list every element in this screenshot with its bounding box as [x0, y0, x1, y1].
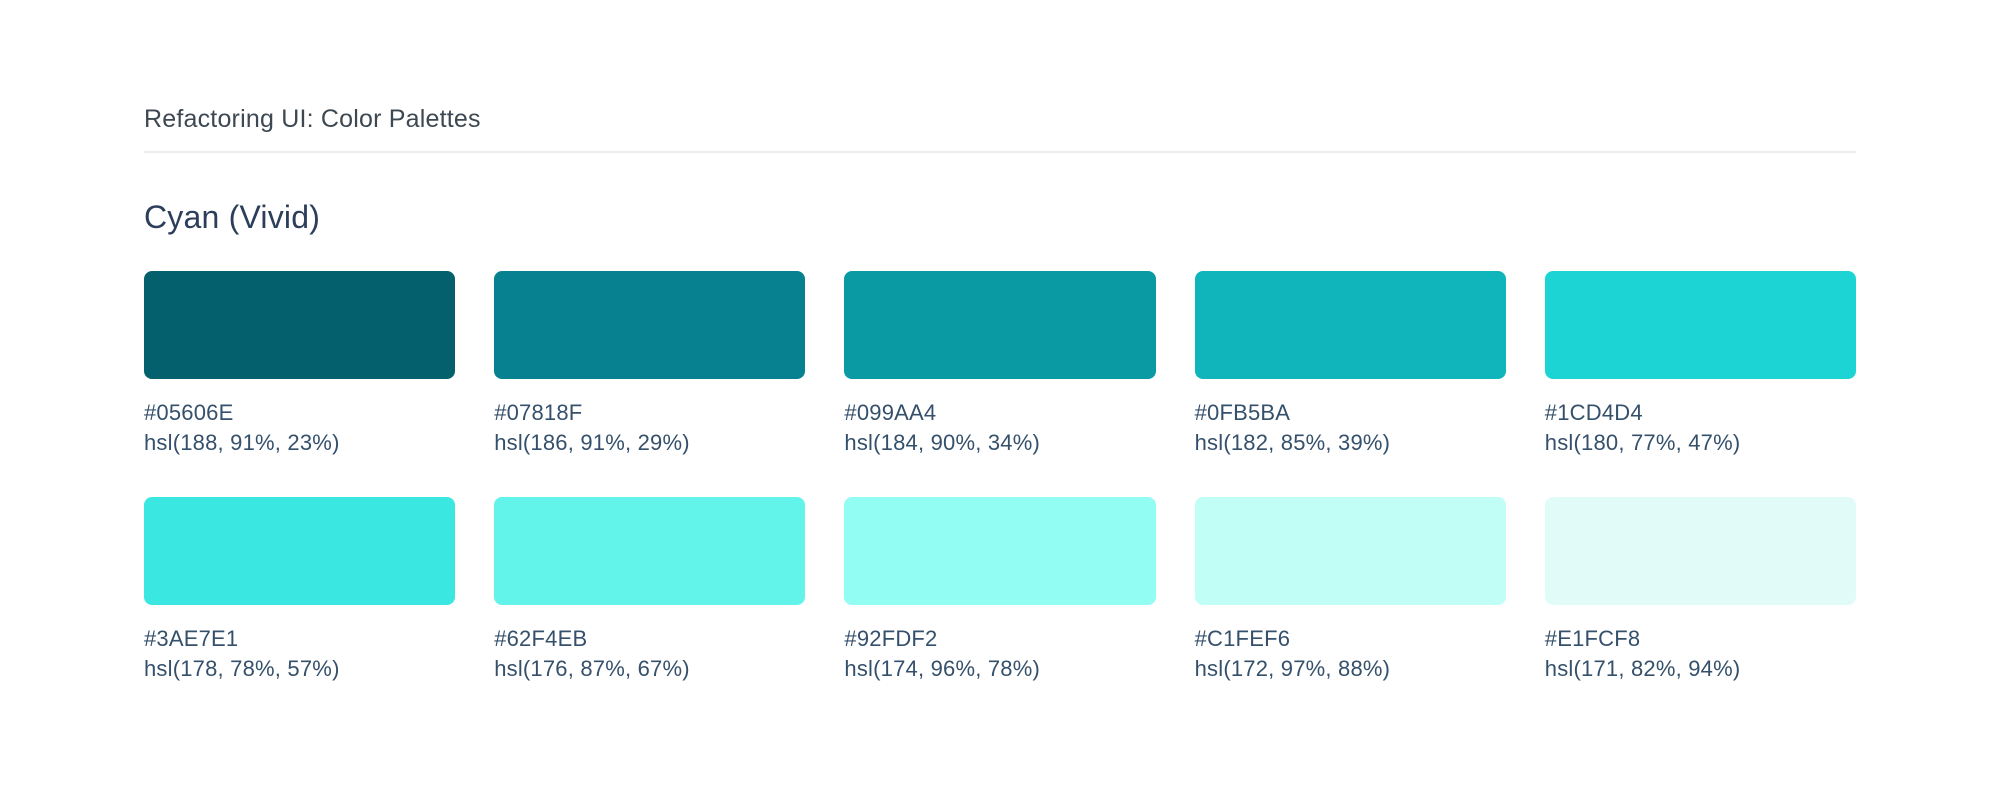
- color-swatch: [494, 271, 806, 380]
- swatch-hex-label: #05606E: [144, 400, 234, 426]
- swatch-hsl-label: hsl(171, 82%, 94%): [1544, 656, 1741, 682]
- swatch-hex-label: #1CD4D4: [1544, 400, 1643, 426]
- swatch-hsl-label: hsl(172, 97%, 88%): [1194, 656, 1391, 682]
- color-swatch: [1194, 497, 1506, 606]
- swatch-hsl-label: hsl(186, 91%, 29%): [494, 430, 690, 456]
- color-swatch: [1544, 497, 1856, 606]
- swatch-hsl-label: hsl(180, 77%, 47%): [1544, 430, 1741, 456]
- swatch-hsl-label: hsl(174, 96%, 78%): [844, 656, 1040, 682]
- swatch-meta: #0FB5BA hsl(182, 85%, 39%): [1195, 398, 1506, 458]
- swatch-hex-label: #099AA4: [844, 400, 937, 426]
- color-swatch: [844, 271, 1156, 380]
- swatch-hsl-label: hsl(184, 90%, 34%): [844, 430, 1040, 456]
- color-swatch: [144, 271, 456, 380]
- swatch-meta: #099AA4 hsl(184, 90%, 34%): [844, 398, 1155, 458]
- swatch-meta: #3AE7E1 hsl(178, 78%, 57%): [144, 624, 455, 684]
- swatch-card: #1CD4D4 hsl(180, 77%, 47%): [1544, 271, 1856, 458]
- swatch-meta: #92FDF2 hsl(174, 96%, 78%): [844, 624, 1155, 684]
- swatch-card: #E1FCF8 hsl(171, 82%, 94%): [1544, 497, 1856, 684]
- page-header: Refactoring UI: Color Palettes: [144, 103, 1856, 136]
- swatch-hsl-label: hsl(178, 78%, 57%): [144, 656, 340, 682]
- swatch-meta: #07818F hsl(186, 91%, 29%): [494, 398, 805, 458]
- color-swatch: [494, 497, 806, 606]
- color-swatch: [1544, 271, 1856, 380]
- swatch-card: #0FB5BA hsl(182, 85%, 39%): [1194, 271, 1506, 458]
- swatch-card: #92FDF2 hsl(174, 96%, 78%): [844, 497, 1156, 684]
- palette-grid: #05606E hsl(188, 91%, 23%) #07818F hsl(1…: [144, 271, 1856, 684]
- swatch-hsl-label: hsl(182, 85%, 39%): [1194, 430, 1391, 456]
- color-swatch: [844, 497, 1156, 606]
- swatch-card: #05606E hsl(188, 91%, 23%): [144, 271, 456, 458]
- swatch-hsl-label: hsl(176, 87%, 67%): [494, 656, 690, 682]
- section-title: Cyan (Vivid): [144, 198, 321, 235]
- swatch-card: #099AA4 hsl(184, 90%, 34%): [844, 271, 1156, 458]
- swatch-hex-label: #C1FEF6: [1194, 626, 1291, 652]
- color-swatch: [144, 497, 456, 606]
- swatch-card: #C1FEF6 hsl(172, 97%, 88%): [1194, 497, 1506, 684]
- swatch-card: #62F4EB hsl(176, 87%, 67%): [494, 497, 806, 684]
- swatch-hex-label: #62F4EB: [494, 626, 588, 652]
- swatch-meta: #05606E hsl(188, 91%, 23%): [144, 398, 455, 458]
- swatch-meta: #E1FCF8 hsl(171, 82%, 94%): [1545, 624, 1856, 684]
- swatch-hsl-label: hsl(188, 91%, 23%): [144, 430, 340, 456]
- swatch-card: #07818F hsl(186, 91%, 29%): [494, 271, 806, 458]
- swatch-meta: #1CD4D4 hsl(180, 77%, 47%): [1545, 398, 1856, 458]
- swatch-hex-label: #92FDF2: [844, 626, 938, 652]
- page-title: Refactoring UI: Color Palettes: [144, 105, 481, 133]
- swatch-card: #3AE7E1 hsl(178, 78%, 57%): [144, 497, 456, 684]
- swatch-meta: #C1FEF6 hsl(172, 97%, 88%): [1195, 624, 1506, 684]
- swatch-hex-label: #0FB5BA: [1194, 400, 1291, 426]
- swatch-hex-label: #07818F: [494, 400, 583, 426]
- header-divider: [144, 150, 1856, 153]
- swatch-hex-label: #3AE7E1: [144, 626, 239, 652]
- color-swatch: [1194, 271, 1506, 380]
- swatch-hex-label: #E1FCF8: [1544, 626, 1641, 652]
- page-container: Refactoring UI: Color Palettes Cyan (Viv…: [144, 0, 1856, 684]
- swatch-meta: #62F4EB hsl(176, 87%, 67%): [494, 624, 805, 684]
